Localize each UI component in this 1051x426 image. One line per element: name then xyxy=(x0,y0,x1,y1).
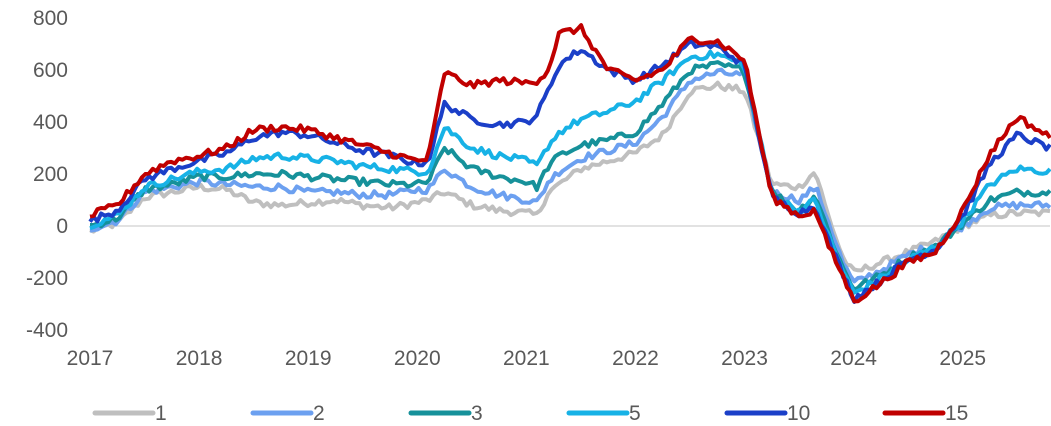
series-layer xyxy=(88,23,1051,304)
legend-item-15: 15 xyxy=(882,402,968,425)
y-tick-label: -400 xyxy=(26,319,68,342)
x-tick-label: 2025 xyxy=(939,347,986,370)
y-tick-label: 200 xyxy=(33,163,68,186)
legend-item-2: 2 xyxy=(250,402,325,425)
series-line-3 xyxy=(90,60,1051,292)
y-tick-label: -200 xyxy=(26,267,68,290)
legend-label-2: 2 xyxy=(313,402,325,425)
y-tick-label: 600 xyxy=(33,59,68,82)
x-tick-label: 2021 xyxy=(503,347,550,370)
series-line-15 xyxy=(89,23,1051,304)
legend-label-3: 3 xyxy=(471,402,483,425)
x-axis-ticks: 2017 2018 2019 2020 2021 2022 2023 2024 2025 xyxy=(67,347,986,370)
x-tick-label: 2018 xyxy=(176,347,223,370)
legend: 1 2 3 5 10 15 xyxy=(92,402,968,425)
y-tick-label: 800 xyxy=(33,7,68,30)
x-tick-label: 2017 xyxy=(67,347,114,370)
legend-item-10: 10 xyxy=(724,402,810,425)
legend-label-10: 10 xyxy=(787,402,810,425)
y-tick-label: 400 xyxy=(33,111,68,134)
x-tick-label: 2022 xyxy=(612,347,659,370)
x-tick-label: 2019 xyxy=(285,347,332,370)
x-tick-label: 2023 xyxy=(721,347,768,370)
x-tick-label: 2024 xyxy=(830,347,877,370)
legend-label-1: 1 xyxy=(155,402,167,425)
y-axis-ticks: 800 600 400 200 0 -200 -400 xyxy=(26,7,68,342)
y-tick-label: 0 xyxy=(56,215,68,238)
legend-label-5: 5 xyxy=(629,402,641,425)
legend-item-1: 1 xyxy=(92,402,167,425)
legend-item-3: 3 xyxy=(408,402,483,425)
legend-label-15: 15 xyxy=(945,402,968,425)
x-tick-label: 2020 xyxy=(394,347,441,370)
series-line-5 xyxy=(89,49,1051,295)
series-line-2 xyxy=(89,67,1051,284)
legend-item-5: 5 xyxy=(566,402,641,425)
